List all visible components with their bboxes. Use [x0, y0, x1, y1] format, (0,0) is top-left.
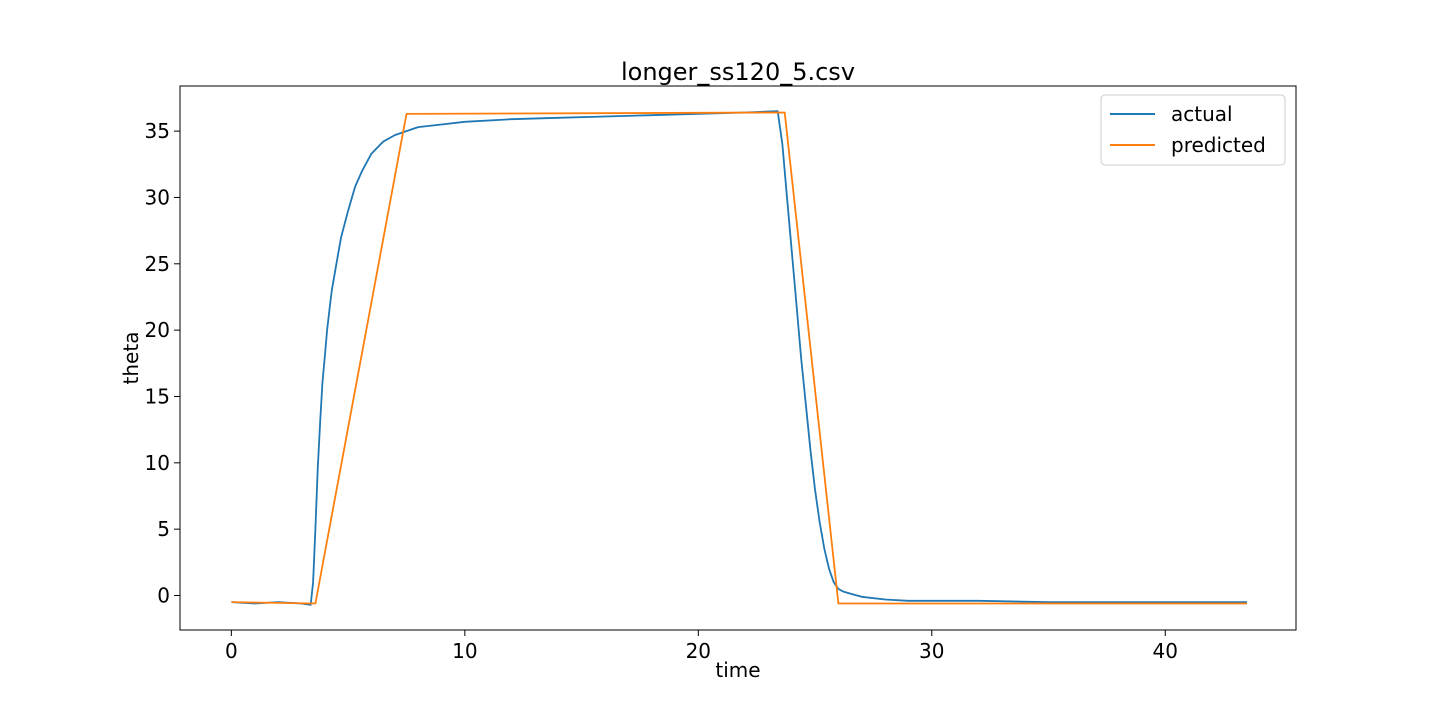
x-tick-label: 40 [1153, 639, 1178, 663]
legend-label-actual: actual [1171, 102, 1233, 126]
y-tick-label: 15 [145, 384, 170, 408]
y-axis: 0 5 10 15 20 25 30 35 [145, 119, 180, 608]
x-axis: 0 10 20 30 40 [225, 630, 1178, 663]
plot-area [179, 85, 1297, 631]
y-tick-label: 25 [145, 252, 170, 276]
x-tick-label: 0 [225, 639, 238, 663]
y-tick-label: 10 [145, 451, 170, 475]
legend-label-predicted: predicted [1171, 133, 1266, 157]
y-tick-label: 35 [145, 119, 170, 143]
x-tick-label: 30 [919, 639, 944, 663]
chart-title: longer_ss120_5.csv [621, 58, 855, 86]
series-layer [231, 110, 1247, 606]
y-tick-label: 5 [157, 517, 170, 541]
y-tick-label: 20 [145, 318, 170, 342]
legend: actual predicted [1100, 94, 1286, 166]
series-line-actual [231, 110, 1247, 606]
y-tick-label: 30 [145, 185, 170, 209]
y-tick-label: 0 [157, 584, 170, 608]
axes-frame [179, 85, 1297, 631]
y-axis-label: theta [119, 332, 143, 385]
x-tick-label: 10 [452, 639, 477, 663]
series-line-predicted [231, 111, 1247, 605]
x-axis-label: time [715, 658, 760, 682]
legend-box [1100, 94, 1286, 166]
x-tick-label: 20 [686, 639, 711, 663]
